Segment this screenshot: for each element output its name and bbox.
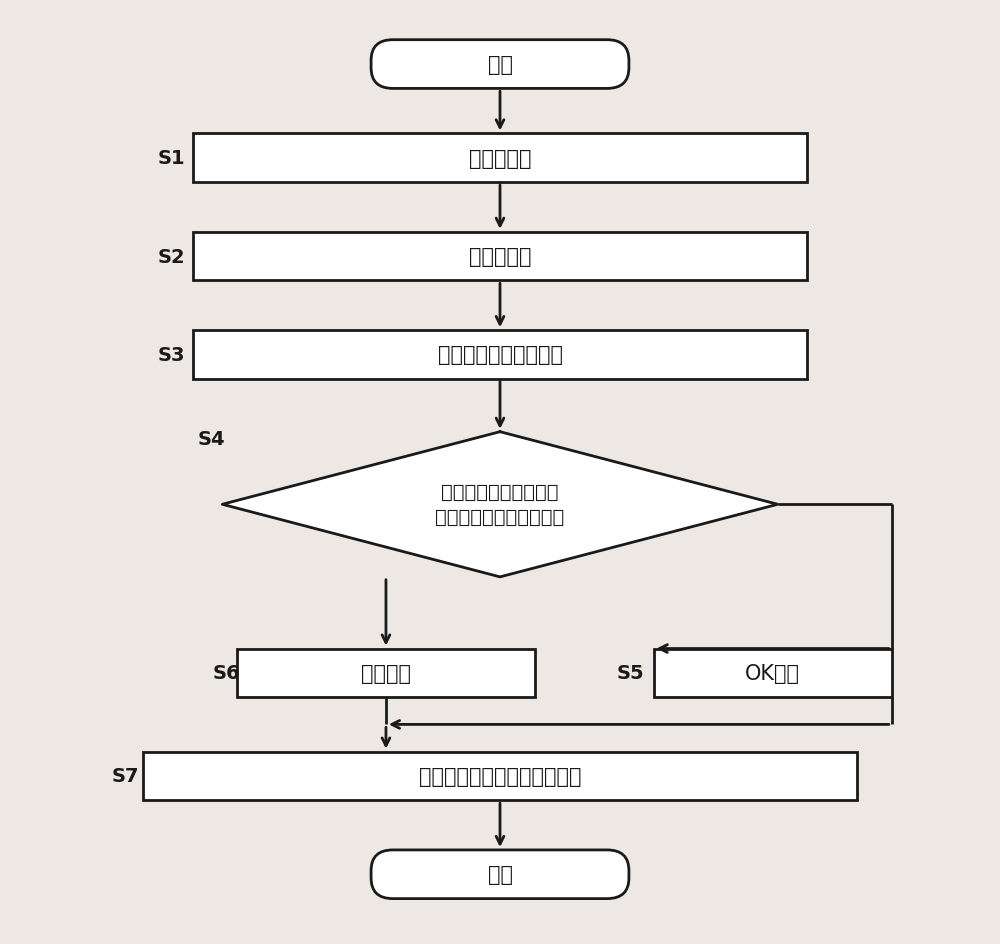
Bar — [193, 134, 807, 183]
Text: S6: S6 — [212, 664, 240, 683]
Text: OK显示: OK显示 — [745, 664, 800, 683]
Text: S5: S5 — [617, 664, 645, 683]
Bar — [193, 330, 807, 379]
Bar — [143, 751, 857, 801]
Text: 输入气体传感器的输出: 输入气体传感器的输出 — [438, 346, 562, 365]
Text: 在规定时间以内传感器
输出值是否超出规定值？: 在规定时间以内传感器 输出值是否超出规定值？ — [435, 482, 565, 527]
Text: 开始: 开始 — [488, 55, 512, 75]
Text: 输出警报: 输出警报 — [361, 664, 411, 683]
Text: S4: S4 — [198, 430, 225, 448]
Text: S1: S1 — [158, 149, 186, 168]
Text: S2: S2 — [158, 247, 186, 266]
FancyBboxPatch shape — [371, 850, 629, 899]
Text: 结束: 结束 — [488, 865, 512, 885]
Text: S3: S3 — [158, 346, 185, 364]
Text: S7: S7 — [111, 767, 139, 785]
Bar — [654, 649, 892, 698]
Text: 关闭鼓风机、使计时器初始化: 关闭鼓风机、使计时器初始化 — [419, 767, 581, 786]
Text: 打开鼓风机: 打开鼓风机 — [469, 148, 531, 169]
Bar — [193, 232, 807, 281]
FancyBboxPatch shape — [371, 41, 629, 90]
Polygon shape — [222, 432, 778, 578]
Text: 打开计时器: 打开计时器 — [469, 246, 531, 267]
Bar — [237, 649, 535, 698]
